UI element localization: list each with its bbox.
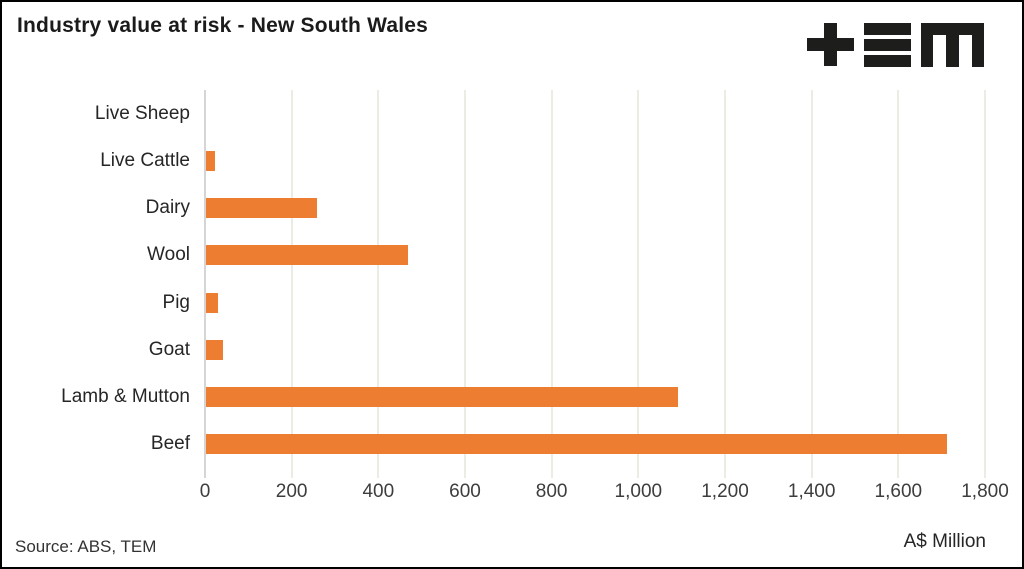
tick-label-1600: 1,600 [874, 481, 923, 502]
gridline-600 [464, 90, 466, 478]
plot-area [204, 90, 986, 478]
gridline-1800 [984, 90, 986, 478]
gridline-1000 [637, 90, 640, 478]
tick-label-1800: 1,800 [961, 481, 1009, 502]
tick-label-0: 0 [199, 481, 211, 502]
tick-label-1000: 1,000 [614, 481, 663, 502]
gridline-1400 [810, 90, 813, 478]
plus-icon [807, 23, 854, 66]
category-label-dairy: Dairy [145, 197, 190, 219]
bar-lamb-mutton [206, 387, 679, 408]
category-label-pig: Pig [162, 291, 190, 313]
tick-label-800: 800 [535, 481, 568, 502]
category-label-beef: Beef [150, 433, 190, 455]
tick-label-1400: 1,400 [787, 481, 836, 502]
category-label-goat: Goat [148, 338, 190, 360]
triple-bar-icon [864, 23, 911, 67]
category-label-wool: Wool [147, 244, 190, 266]
bar-pig [206, 292, 219, 313]
bar-goat [206, 339, 224, 360]
source-note: Source: ABS, TEM [15, 537, 157, 556]
tem-logo [807, 23, 984, 67]
tick-label-200: 200 [275, 481, 308, 502]
tick-label-400: 400 [362, 481, 395, 502]
axis-unit-label: A$ Million [903, 531, 986, 552]
category-label-live-cattle: Live Cattle [100, 149, 190, 171]
bar-live-cattle [206, 150, 215, 171]
gridline-800 [550, 90, 553, 478]
bar-dairy [206, 198, 317, 219]
axis-line-zero [204, 90, 206, 478]
m-icon [921, 23, 984, 67]
bar-beef [206, 434, 947, 455]
bar-wool [206, 245, 408, 266]
gridline-400 [377, 90, 380, 478]
category-label-lamb-mutton: Lamb & Mutton [61, 386, 190, 408]
tick-label-1200: 1,200 [701, 481, 749, 502]
gridline-1200 [724, 90, 726, 478]
tick-label-600: 600 [449, 481, 481, 502]
gridline-200 [290, 90, 293, 478]
category-label-live-sheep: Live Sheep [94, 102, 190, 124]
chart-title: Industry value at risk - New South Wales [17, 14, 428, 37]
value-axis: 0 200 400 600 800 1,000 1,200 1,400 1,600 1,800 [200, 481, 1009, 507]
gridline-1600 [897, 90, 900, 478]
